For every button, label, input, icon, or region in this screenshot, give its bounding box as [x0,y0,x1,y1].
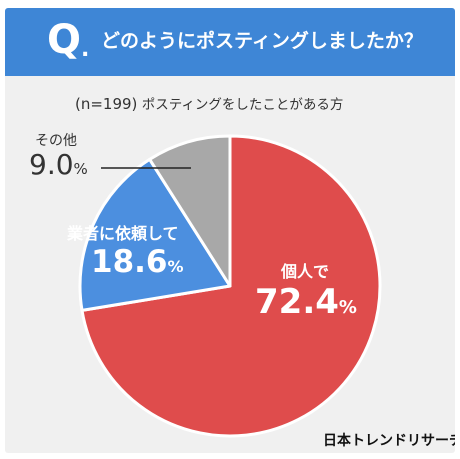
slice-value-kojin-number: 72.4 [255,282,339,322]
slice-value-gyosha-unit: % [167,257,184,276]
question-banner: Q . どのようにポスティングしましたか？ [5,8,455,76]
slice-value-other-unit: % [73,160,88,178]
slice-value-other: 9.0% [29,148,88,181]
slice-value-other-number: 9.0 [29,148,74,181]
slice-value-gyosha-number: 18.6 [91,244,168,280]
q-letter: Q [47,17,82,63]
sample-size: (n=199) [75,95,138,113]
slice-label-kojin: 個人で [281,262,330,281]
chart-subtitle: (n=199) ポスティングをしたことがある方 [75,94,343,115]
chart-card: Q . どのようにポスティングしましたか？ (n=199) ポスティングをしたこ… [5,8,455,453]
pie-chart [78,134,382,438]
brand-logo: 日本トレンドリサーチ [323,433,455,449]
subtitle-text: ポスティングをしたことがある方 [141,97,344,113]
slice-label-other: その他 [35,133,77,149]
pie-slice-other [148,134,232,288]
slice-value-kojin-unit: % [338,297,357,318]
question-text: どのようにポスティングしましたか？ [101,30,423,52]
pie-slices [78,134,382,438]
q-dot: . [81,37,90,62]
slice-label-gyosha: 業者に依頼して [67,224,179,243]
pie-slice-gyosha [78,157,232,312]
slice-value-kojin: 72.4% [255,282,357,322]
slice-value-gyosha: 18.6% [91,244,184,280]
